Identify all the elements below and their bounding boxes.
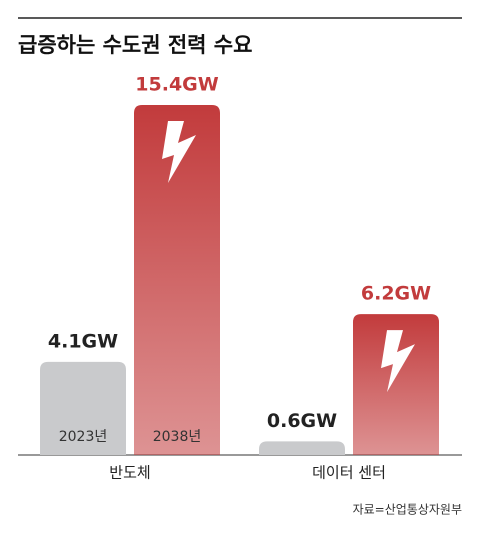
series-label: 2023년 <box>59 429 108 445</box>
x-tick-label: 데이터 센터 <box>312 464 386 482</box>
lightning-icon <box>381 330 415 393</box>
bar <box>134 105 220 455</box>
value-label: 6.2GW <box>361 283 431 305</box>
bar <box>40 361 126 455</box>
value-label: 0.6GW <box>267 410 337 432</box>
source: 자료=산업통상자원부 <box>353 503 462 517</box>
series-label: 2038년 <box>153 429 202 445</box>
value-label: 4.1GW <box>48 330 118 352</box>
bar <box>259 441 345 455</box>
bar <box>353 314 439 455</box>
value-label: 15.4GW <box>135 74 218 96</box>
chart-title: 급증하는 수도권 전력 수요 <box>18 33 252 57</box>
x-tick-label: 반도체 <box>109 464 150 482</box>
lightning-icon <box>162 121 196 183</box>
